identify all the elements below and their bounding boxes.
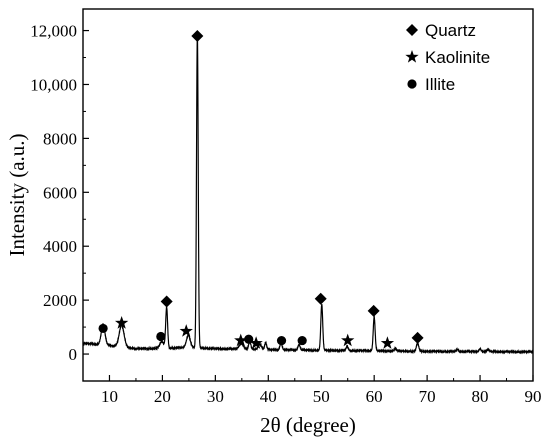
y-tick-label: 2000 bbox=[43, 291, 77, 310]
star-marker bbox=[179, 324, 193, 337]
legend-star-symbol bbox=[405, 50, 419, 63]
xrd-spectrum-line bbox=[82, 35, 534, 355]
star-marker bbox=[114, 316, 129, 329]
y-axis-title: Intensity (a.u.) bbox=[5, 133, 29, 256]
diamond-marker bbox=[191, 29, 204, 42]
x-tick-label: 10 bbox=[101, 387, 118, 406]
legend-label: Illite bbox=[425, 75, 455, 94]
x-tick-label: 20 bbox=[154, 387, 171, 406]
diamond-marker bbox=[411, 331, 424, 344]
diamond-marker bbox=[314, 292, 327, 305]
circle-marker bbox=[98, 323, 108, 334]
star-marker bbox=[380, 336, 395, 349]
diamond-marker bbox=[160, 295, 173, 308]
x-tick-label: 50 bbox=[313, 387, 330, 406]
circle-marker bbox=[244, 334, 254, 344]
x-tick-label: 70 bbox=[419, 387, 436, 406]
circle-marker bbox=[276, 335, 287, 346]
y-tick-label: 6000 bbox=[43, 183, 77, 202]
x-tick-label: 40 bbox=[260, 387, 277, 406]
star-marker bbox=[341, 333, 355, 347]
star-marker bbox=[234, 333, 248, 347]
y-tick-label: 12,000 bbox=[30, 22, 77, 41]
y-tick-label: 4000 bbox=[43, 237, 77, 256]
x-tick-label: 30 bbox=[207, 387, 224, 406]
x-tick-label: 60 bbox=[366, 387, 383, 406]
y-tick-label: 8000 bbox=[43, 129, 77, 148]
legend: Quartz Kaolinite Illite bbox=[405, 21, 490, 94]
diamond-marker bbox=[367, 304, 380, 317]
y-tick-label: 0 bbox=[69, 345, 78, 364]
plot-frame bbox=[82, 8, 534, 382]
legend-diamond-symbol bbox=[406, 24, 418, 36]
star-marker bbox=[249, 336, 263, 349]
x-tick-label: 90 bbox=[525, 387, 542, 406]
x-axis-title: 2θ (degree) bbox=[260, 413, 356, 437]
legend-label: Kaolinite bbox=[425, 48, 490, 67]
x-tick-label: 80 bbox=[472, 387, 489, 406]
circle-marker bbox=[156, 331, 166, 342]
legend-circle-symbol bbox=[407, 79, 417, 89]
circle-marker bbox=[297, 335, 307, 346]
legend-label: Quartz bbox=[425, 21, 476, 40]
y-tick-label: 10,000 bbox=[30, 75, 77, 94]
